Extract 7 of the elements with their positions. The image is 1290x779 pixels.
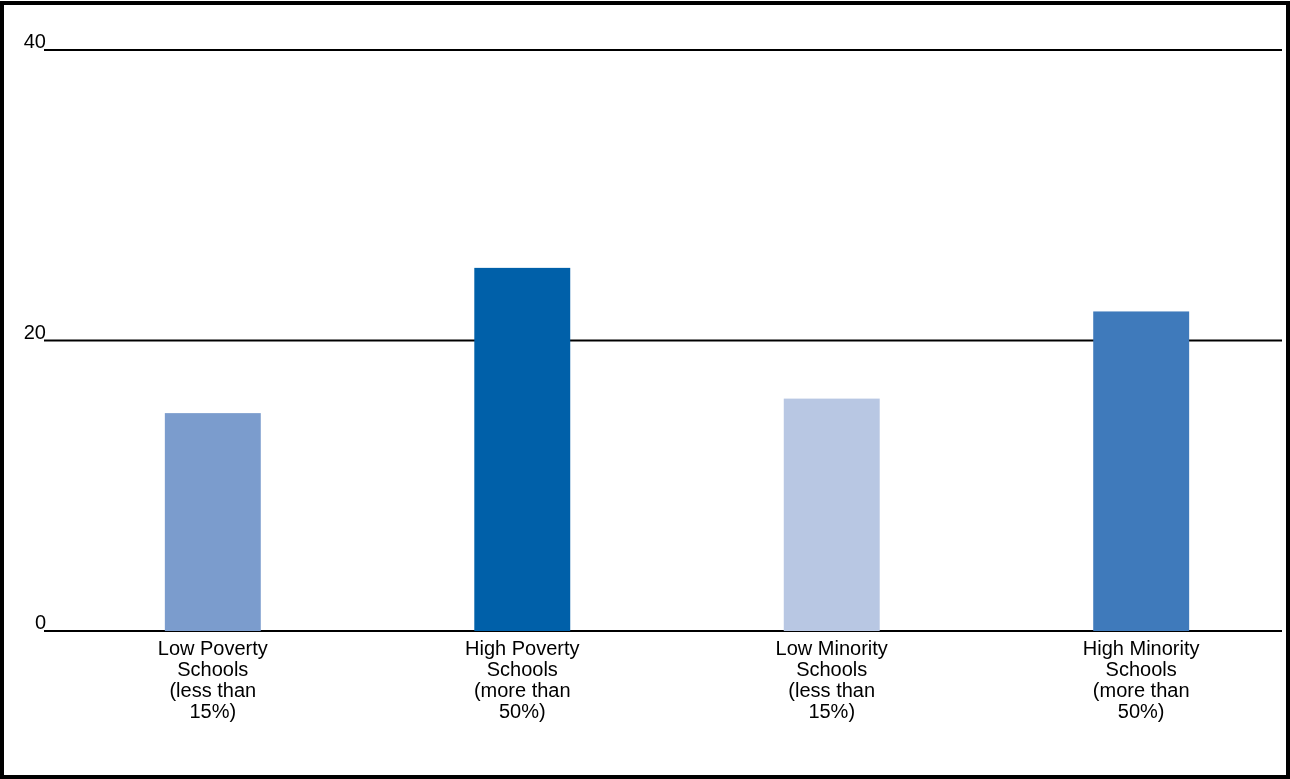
y-tick-label: 0 — [34, 611, 46, 633]
x-tick-label: High Minority Schools (more than 50%) — [1082, 637, 1200, 722]
x-tick-label: Low Poverty Schools (less than 15%) — [157, 637, 268, 722]
x-tick-label: High Poverty Schools (more than 50%) — [465, 637, 580, 722]
y-tick-label: 40 — [23, 30, 46, 52]
y-tick-label: 20 — [23, 320, 46, 343]
x-tick-label: Low Minority Schools (less than 15%) — [775, 637, 888, 722]
